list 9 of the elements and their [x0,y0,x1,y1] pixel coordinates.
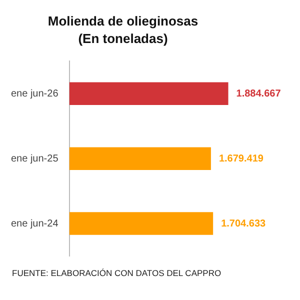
y-tick-label: ene jun-25 [10,153,59,164]
chart-title: Molienda de olieginosas [48,13,198,28]
y-tick-label: ene jun-24 [10,218,59,230]
data-label: 1.679.419 [218,153,264,164]
y-tick-label: ene jun-26 [10,88,59,100]
chart-subtitle: (En toneladas) [78,30,168,46]
source-note: FUENTE: ELABORACIÓN CON DATOS DEL CAPPRO [12,268,222,278]
data-label: 1.884.667 [236,88,282,100]
data-label: 1.704.633 [221,218,266,230]
